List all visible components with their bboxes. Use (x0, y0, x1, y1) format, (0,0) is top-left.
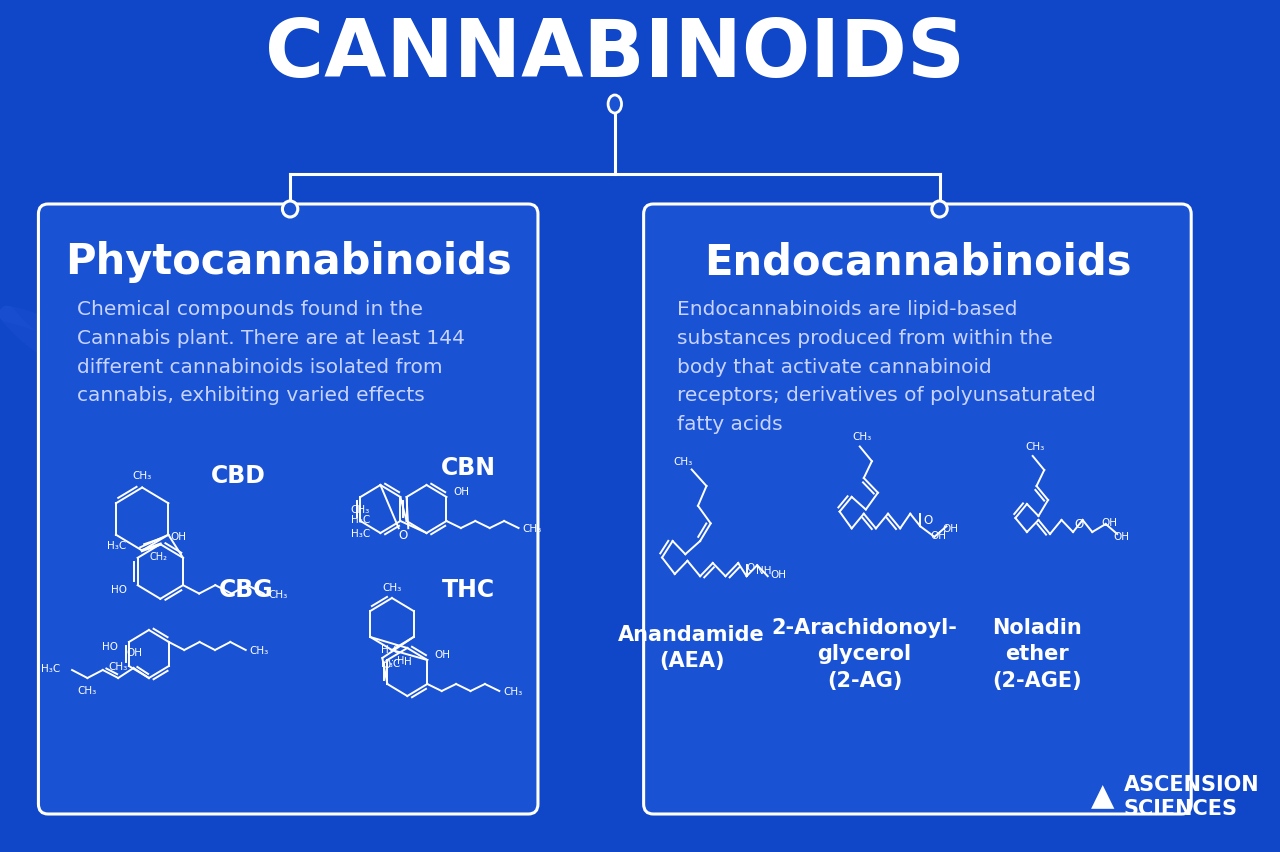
Text: H: H (404, 656, 412, 666)
Text: O: O (746, 562, 755, 573)
Text: CH₃: CH₃ (522, 523, 541, 533)
Text: Noladin
ether
(2-AGE): Noladin ether (2-AGE) (992, 618, 1083, 690)
FancyBboxPatch shape (644, 204, 1192, 814)
Text: H₃C: H₃C (381, 659, 401, 668)
Text: Endocannabinoids: Endocannabinoids (704, 241, 1132, 283)
Text: ▲: ▲ (1091, 781, 1115, 810)
Text: CH₃: CH₃ (250, 645, 269, 655)
Text: CH₃: CH₃ (1025, 441, 1044, 452)
Text: OH: OH (942, 524, 959, 533)
Text: CH₃: CH₃ (673, 456, 692, 466)
Text: H₃C: H₃C (41, 663, 60, 673)
Text: 2-Arachidonoyl-
glycerol
(2-AG): 2-Arachidonoyl- glycerol (2-AG) (772, 618, 957, 690)
Text: H₃C: H₃C (351, 529, 370, 538)
Text: Endocannabinoids are lipid-based
substances produced from within the
body that a: Endocannabinoids are lipid-based substan… (677, 300, 1096, 434)
Text: CBG: CBG (219, 578, 273, 602)
Text: Anandamide
(AEA): Anandamide (AEA) (618, 625, 765, 671)
Text: OH: OH (931, 530, 946, 540)
Text: CH₃: CH₃ (109, 661, 128, 671)
Ellipse shape (608, 96, 622, 114)
Text: CH₃: CH₃ (78, 685, 97, 695)
Text: OH: OH (1102, 517, 1117, 527)
Text: OH: OH (454, 486, 470, 497)
Text: CH₃: CH₃ (852, 431, 872, 441)
Text: O: O (399, 528, 408, 541)
Circle shape (283, 202, 298, 218)
Text: HO: HO (111, 584, 128, 595)
Text: THC: THC (442, 578, 495, 602)
Text: O: O (1074, 518, 1083, 531)
Circle shape (932, 202, 947, 218)
Text: CBN: CBN (442, 456, 497, 480)
Text: CH₂: CH₂ (150, 551, 168, 561)
Text: CH₃: CH₃ (383, 582, 402, 592)
Text: OH: OH (170, 531, 187, 541)
Text: H₃C: H₃C (381, 644, 401, 654)
FancyBboxPatch shape (38, 204, 538, 814)
Text: OH: OH (1114, 532, 1129, 541)
Text: OH: OH (127, 648, 142, 657)
Text: CH₃: CH₃ (351, 504, 370, 515)
Text: H₃C: H₃C (106, 541, 125, 550)
Text: O: O (381, 659, 390, 669)
Text: HO: HO (101, 642, 118, 651)
Text: CH₃: CH₃ (133, 470, 152, 481)
Text: ···H: ···H (388, 655, 404, 665)
Text: NH: NH (755, 565, 772, 575)
Text: Phytocannabinoids: Phytocannabinoids (65, 241, 512, 283)
Text: OH: OH (771, 569, 786, 579)
Text: CANNABINOIDS: CANNABINOIDS (265, 16, 965, 94)
Text: O: O (924, 514, 933, 527)
Text: Chemical compounds found in the
Cannabis plant. There are at least 144
different: Chemical compounds found in the Cannabis… (77, 300, 465, 405)
Text: CH₃: CH₃ (503, 686, 522, 696)
Text: CH₃: CH₃ (269, 589, 288, 599)
Text: OH: OH (435, 649, 451, 659)
Text: ASCENSION
SCIENCES: ASCENSION SCIENCES (1124, 774, 1260, 818)
Text: CBD: CBD (211, 463, 266, 487)
Text: H₃C: H₃C (351, 515, 370, 525)
